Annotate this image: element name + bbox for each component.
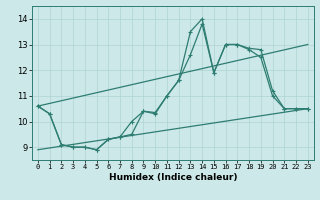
X-axis label: Humidex (Indice chaleur): Humidex (Indice chaleur) bbox=[108, 173, 237, 182]
